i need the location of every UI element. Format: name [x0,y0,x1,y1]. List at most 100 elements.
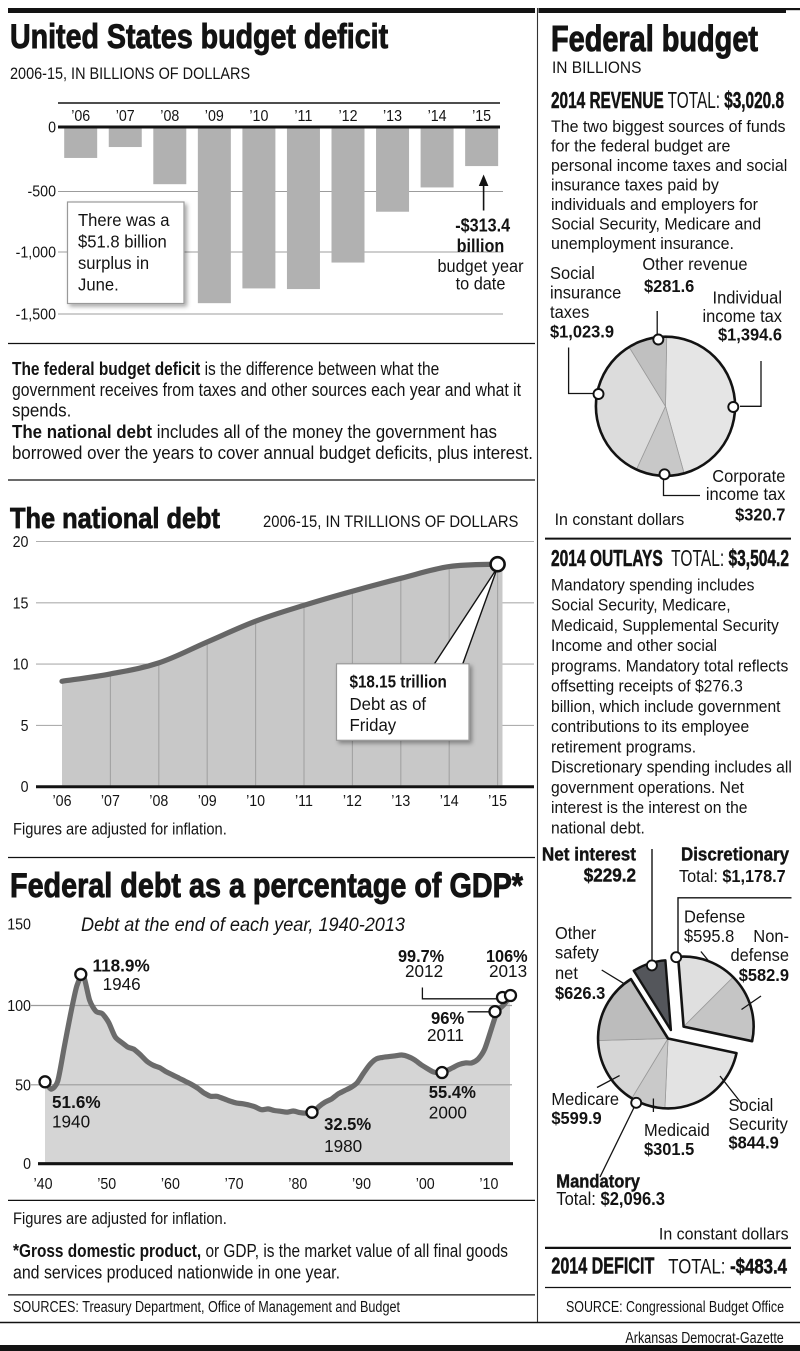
svg-text:’14: ’14 [428,108,447,125]
svg-text:insurance: insurance [550,282,621,302]
svg-text:defense: defense [731,945,790,965]
svg-text:1980: 1980 [324,1136,362,1156]
svg-text:’13: ’13 [383,108,402,125]
svg-text:-$313.4: -$313.4 [455,216,510,236]
svg-text:100: 100 [7,998,31,1015]
svg-text:’11: ’11 [295,793,313,810]
svg-text:Individual: Individual [713,288,783,308]
svg-text:Medicare: Medicare [551,1089,619,1109]
svg-text:Social Security, Medicare and: Social Security, Medicare and [551,214,761,233]
svg-text:’10: ’10 [479,1176,498,1193]
svg-text:2014 OUTLAYS: 2014 OUTLAYS [551,545,663,571]
svg-text:’00: ’00 [416,1176,435,1193]
svg-text:55.4%: 55.4% [429,1082,477,1102]
svg-text:Defense: Defense [684,907,745,927]
svg-text:’10: ’10 [246,793,265,810]
svg-text:interest is the interest on th: interest is the interest on the [551,798,748,817]
svg-text:’10: ’10 [249,108,268,125]
svg-text:billion, which include governm: billion, which include government [551,697,781,716]
svg-text:Discretionary spending include: Discretionary spending includes all [551,758,792,777]
svg-text:’09: ’09 [198,793,217,810]
svg-text:2013: 2013 [489,961,527,981]
svg-text:Mandatory spending includes: Mandatory spending includes [551,575,754,594]
svg-text:for the federal budget are: for the federal budget are [551,136,730,155]
svg-text:’06: ’06 [71,108,90,125]
svg-text:Federal budget: Federal budget [551,18,758,59]
svg-text:$844.9: $844.9 [729,1132,780,1152]
svg-text:billion: billion [457,236,505,256]
svg-text:96%: 96% [431,1008,465,1028]
svg-text:Medicaid: Medicaid [644,1120,710,1140]
svg-text:includes all of the money the: includes all of the money the government… [152,422,497,442]
svg-text:government operations. Net: government operations. Net [551,778,744,797]
svg-text:spends.: spends. [12,401,71,421]
svg-text:$3,020.8: $3,020.8 [724,87,784,113]
svg-text:118.9%: 118.9% [93,956,151,976]
svg-text:Figures are adjusted for infla: Figures are adjusted for inflation. [13,821,227,839]
svg-text:-500: -500 [28,184,57,201]
svg-text:unemployment insurance.: unemployment insurance. [551,234,734,253]
svg-text:51.6%: 51.6% [52,1092,101,1112]
svg-text:offsetting receipts of $276.3: offsetting receipts of $276.3 [551,677,743,696]
svg-text:0: 0 [48,119,56,136]
svg-text:Debt at the end of each year,: Debt at the end of each year, 1940-2013 [81,915,405,936]
svg-text:IN BILLIONS: IN BILLIONS [552,58,641,77]
svg-text:’14: ’14 [440,793,459,810]
svg-text:’09: ’09 [205,108,224,125]
svg-text:national debt.: national debt. [551,818,645,837]
svg-text:retirement programs.: retirement programs. [551,737,696,756]
svg-text:15: 15 [13,595,29,612]
svg-text:$582.9: $582.9 [739,965,790,985]
svg-text:2014 REVENUE: 2014 REVENUE [551,87,664,113]
svg-text:TOTAL:: TOTAL: [668,1255,730,1279]
svg-text:Corporate: Corporate [712,466,785,486]
svg-text:contributions to its employee: contributions to its employee [551,717,749,736]
svg-text:individuals and employers for: individuals and employers for [551,195,758,214]
svg-text:$1,023.9: $1,023.9 [550,321,614,341]
svg-text:10: 10 [13,657,29,674]
svg-text:Federal debt as a percentage o: Federal debt as a percentage of GDP* [10,867,524,905]
svg-text:or GDP, is the market value of: or GDP, is the market value of all final… [201,1241,508,1261]
svg-text:TOTAL:: TOTAL: [664,87,725,113]
svg-text:net: net [555,963,578,983]
svg-text:surplus in: surplus in [78,253,149,273]
svg-text:2011: 2011 [427,1025,464,1045]
svg-text:borrowed over the years to cov: borrowed over the years to cover annual … [12,443,533,463]
svg-text:income tax: income tax [706,484,786,504]
svg-text:Security: Security [729,1114,789,1134]
svg-text:taxes: taxes [550,302,590,322]
svg-text:$1,178.7: $1,178.7 [722,866,785,886]
svg-text:In constant dollars: In constant dollars [659,1224,789,1243]
svg-text:is the difference between what: is the difference between what the [200,359,439,379]
svg-text:Arkansas Democrat-Gazette: Arkansas Democrat-Gazette [625,1330,783,1347]
svg-text:$626.3: $626.3 [555,983,606,1003]
svg-text:’06: ’06 [53,793,72,810]
svg-text:programs. Mandatory total refl: programs. Mandatory total reflects [551,656,788,675]
svg-text:99.7%: 99.7% [398,946,445,966]
svg-text:32.5%: 32.5% [324,1114,372,1134]
svg-text:$51.8 billion: $51.8 billion [78,232,167,252]
svg-text:Total:: Total: [556,1189,600,1209]
svg-text:Other revenue: Other revenue [642,254,747,274]
svg-text:2014 DEFICIT: 2014 DEFICIT [551,1253,654,1279]
svg-text:to date: to date [456,273,506,293]
svg-text:personal income taxes and soci: personal income taxes and social [551,156,787,175]
svg-text:The national debt: The national debt [10,503,220,535]
svg-text:’13: ’13 [391,793,410,810]
svg-text:’07: ’07 [116,108,135,125]
svg-text:Non-: Non- [753,926,789,946]
svg-text:Social Security, Medicare,: Social Security, Medicare, [551,596,731,615]
svg-text:’15: ’15 [488,793,507,810]
svg-text:and services produced nationwi: and services produced nationwide in one … [13,1263,340,1283]
svg-text:There was a: There was a [78,210,170,230]
svg-text:2006-15, IN BILLIONS OF DOLLAR: 2006-15, IN BILLIONS OF DOLLARS [10,64,250,83]
svg-text:’60: ’60 [161,1176,180,1193]
svg-text:insurance taxes paid by: insurance taxes paid by [551,175,719,194]
svg-text:Social: Social [729,1095,774,1115]
svg-text:20: 20 [13,534,29,551]
svg-text:2012: 2012 [405,961,443,981]
svg-text:’12: ’12 [339,108,358,125]
svg-text:-1,000: -1,000 [16,245,57,262]
svg-text:’50: ’50 [97,1176,116,1193]
svg-text:1940: 1940 [52,1112,90,1132]
